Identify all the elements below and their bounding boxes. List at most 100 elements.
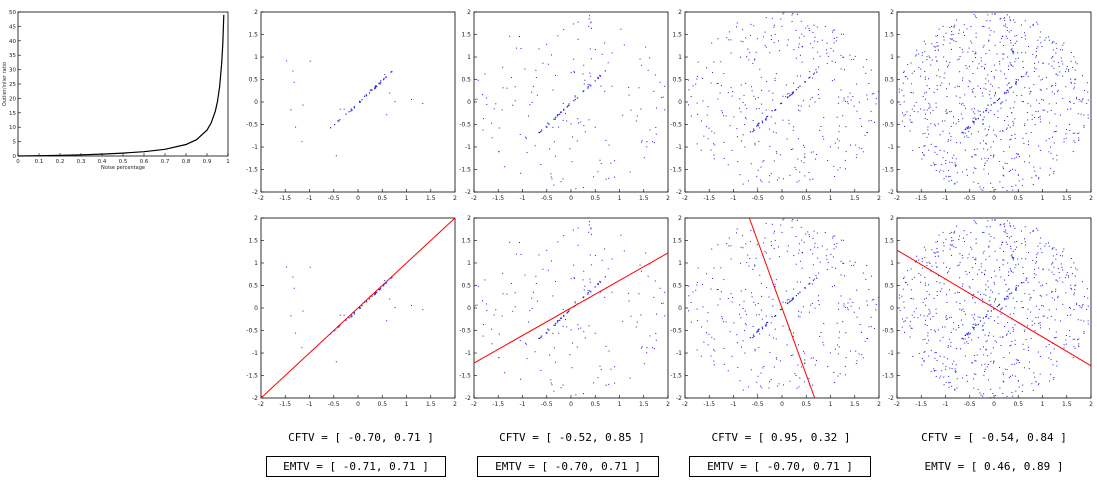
outlier-point (942, 336, 944, 338)
outlier-point (810, 357, 812, 359)
outlier-point (954, 164, 956, 166)
outlier-point (988, 49, 990, 51)
outlier-point (546, 249, 548, 251)
outlier-point (930, 370, 932, 372)
inlier-point (1026, 71, 1028, 73)
outlier-point (1006, 27, 1008, 29)
outlier-point (821, 245, 823, 247)
outlier-point (849, 260, 851, 262)
outlier-point (873, 93, 875, 95)
outlier-point (1012, 124, 1014, 126)
outlier-point (926, 109, 928, 111)
outlier-point (982, 118, 984, 120)
outlier-point (484, 73, 486, 75)
outlier-point (903, 115, 905, 117)
outlier-point (743, 300, 745, 302)
outlier-point (840, 239, 842, 241)
outlier-point (697, 113, 699, 115)
outlier-point (937, 251, 939, 253)
outlier-point (723, 321, 725, 323)
outlier-point (708, 127, 710, 129)
outlier-point (739, 174, 741, 176)
outlier-point (769, 381, 771, 383)
outlier-point (720, 291, 722, 293)
outlier-point (614, 176, 616, 178)
outlier-point (611, 291, 613, 293)
inlier-point (758, 122, 760, 125)
inlier-point (538, 337, 540, 340)
inlier-point (566, 312, 568, 314)
outlier-point (1071, 273, 1073, 275)
outlier-point (798, 249, 800, 251)
outlier-point (620, 234, 622, 236)
outlier-point (853, 58, 855, 60)
outlier-point (797, 344, 799, 346)
outlier-point (799, 316, 801, 318)
outlier-point (1078, 305, 1080, 307)
outlier-point (768, 296, 770, 298)
outlier-point (1035, 261, 1037, 263)
outlier-point (1057, 280, 1059, 282)
outlier-point (927, 332, 929, 334)
outlier-point (1083, 114, 1085, 116)
outlier-point (981, 272, 983, 274)
outlier-point (916, 49, 918, 51)
outlier-point (938, 234, 940, 236)
y-tick-label: -2 (888, 189, 894, 196)
outlier-point (979, 110, 981, 112)
outlier-point (557, 35, 559, 37)
inlier-point (583, 296, 585, 298)
outlier-point (994, 77, 996, 79)
outlier-point (531, 297, 533, 299)
inlier-point (576, 97, 579, 99)
outlier-point (962, 283, 964, 285)
outlier-point (954, 24, 956, 26)
inlier-point (964, 334, 967, 336)
outlier-point (1007, 116, 1009, 118)
outlier-point (1003, 175, 1005, 177)
inlier-point (361, 99, 363, 101)
outlier-point (997, 117, 999, 119)
outlier-point (1006, 84, 1008, 86)
inlier-point (348, 317, 350, 319)
outlier-point (787, 245, 789, 247)
outlier-point (552, 89, 554, 91)
outlier-point (950, 125, 952, 127)
y-tick-label: 0.5 (248, 283, 258, 290)
outlier-point (814, 364, 816, 366)
outlier-point (961, 285, 963, 287)
outlier-point (495, 103, 497, 105)
outlier-point (970, 232, 972, 234)
outlier-point (553, 347, 555, 349)
scatter-panel-top-3: -2 -1.5 -1 -0.5 0 0.5 1 1.5 221.510.50-0.5-1-1.5… (670, 9, 881, 202)
outlier-point (647, 69, 649, 71)
scatter-panel-top-1: -2 -1.5 -1 -0.5 0 0.5 1 1.5 221.510.50-0.5-1-1.5… (246, 9, 457, 202)
outlier-point (1074, 69, 1076, 71)
outlier-point (912, 355, 914, 357)
outlier-point (969, 332, 971, 334)
outlier-point (816, 232, 818, 234)
inlier-point (599, 75, 602, 77)
inlier-point (765, 118, 767, 120)
inlier-point (587, 87, 589, 89)
outlier-point (754, 264, 756, 266)
outlier-point (1058, 272, 1060, 274)
outlier-point (931, 249, 933, 251)
outlier-point (572, 229, 574, 231)
outlier-point (1015, 153, 1017, 155)
outlier-point (1052, 255, 1054, 257)
outlier-point (842, 321, 844, 323)
outlier-point (1010, 344, 1012, 346)
outlier-point (974, 154, 976, 156)
outlier-point (901, 89, 903, 91)
outlier-point (971, 108, 973, 110)
outlier-point (960, 113, 962, 115)
outlier-point (482, 300, 484, 302)
outlier-point (814, 36, 816, 38)
inlier-point (334, 123, 336, 126)
scatter-panel-bottom-1: -2 -1.5 -1 -0.5 0 0.5 1 1.5 221.510.50-0.5-1-1.5… (246, 215, 457, 408)
outlier-point (945, 381, 947, 383)
inlier-point (539, 337, 541, 340)
outlier-point (1056, 360, 1058, 362)
outlier-point (562, 119, 564, 121)
